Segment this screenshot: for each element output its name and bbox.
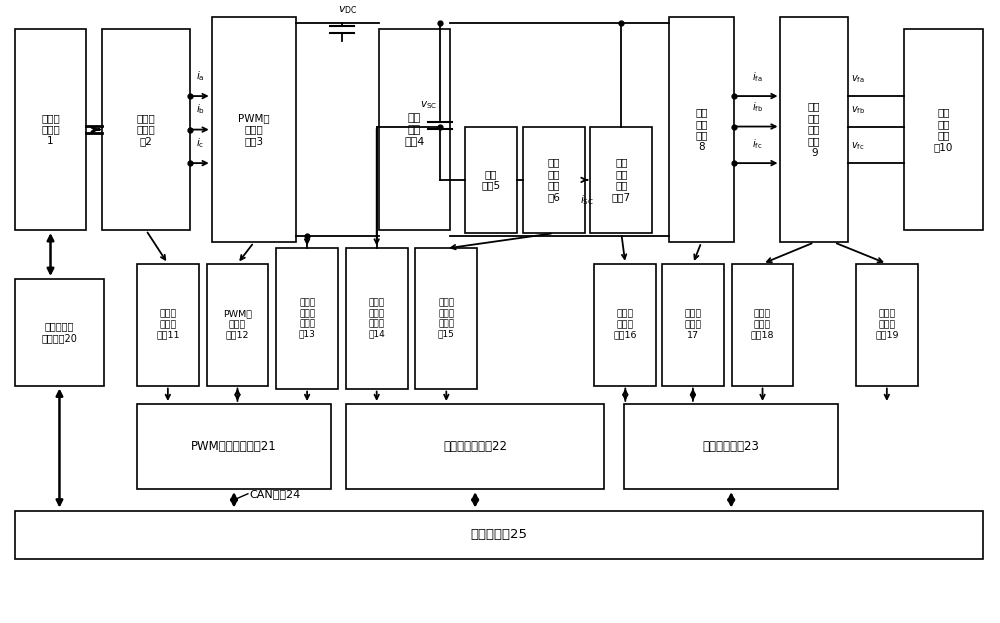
Bar [856,264,918,386]
Text: $i_{\rm b}$: $i_{\rm b}$ [196,102,205,116]
Bar [212,17,296,242]
Text: 直流
滤波
电容4: 直流 滤波 电容4 [404,113,425,146]
Text: $v_{\rm fa}$: $v_{\rm fa}$ [851,74,865,85]
Text: 微型燃气轮
机控制器20: 微型燃气轮 机控制器20 [42,321,77,343]
Text: 天然
气电
站电
网10: 天然 气电 站电 网10 [934,107,953,152]
Text: 直流
变换
滤波
器6: 直流 变换 滤波 器6 [547,158,560,202]
Bar [523,126,585,233]
Text: 直流变
换驱动
电路16: 直流变 换驱动 电路16 [614,310,637,340]
Text: $v_{\rm fb}$: $v_{\rm fb}$ [851,104,865,116]
Text: 永磁同
步发电
机2: 永磁同 步发电 机2 [137,113,155,146]
Text: 逆变器控制器23: 逆变器控制器23 [703,440,760,453]
Text: 定子电
流检测
模块11: 定子电 流检测 模块11 [156,310,180,340]
Text: 直流母
线电压
检测模
块13: 直流母 线电压 检测模 块13 [299,298,316,339]
Text: CAN总线24: CAN总线24 [249,489,300,499]
Bar [15,510,983,559]
Text: $v_{\rm SC}$: $v_{\rm SC}$ [420,100,437,112]
Bar [669,17,734,242]
Text: $i_{\rm fc}$: $i_{\rm fc}$ [752,137,762,151]
Text: $i_{\rm fa}$: $i_{\rm fa}$ [752,70,762,84]
Text: $v_{\rm DC}$: $v_{\rm DC}$ [338,4,357,16]
Text: 逆变
开关
模块
8: 逆变 开关 模块 8 [695,107,708,152]
Bar [624,404,838,489]
Text: 直流
变换
开关
模块7: 直流 变换 开关 模块7 [612,158,631,202]
Text: $i_{\rm fb}$: $i_{\rm fb}$ [752,100,763,115]
Bar [15,279,104,386]
Bar [780,17,848,242]
Text: 超级电
容电流
检测模
块15: 超级电 容电流 检测模 块15 [438,298,455,339]
Bar [137,264,199,386]
Text: 超级电
容电压
检测模
块14: 超级电 容电压 检测模 块14 [368,298,385,339]
Bar [137,404,331,489]
Bar [904,29,983,230]
Bar [102,29,190,230]
Bar [346,404,604,489]
Text: 逆变
器输
出滤
波器
9: 逆变 器输 出滤 波器 9 [808,102,820,158]
Text: $i_{\rm c}$: $i_{\rm c}$ [196,136,205,150]
Text: 输出电
压检测
模块19: 输出电 压检测 模块19 [875,310,899,340]
Bar [346,249,408,389]
Bar [15,29,86,230]
Bar [379,29,450,230]
Text: 负载电
流检测
模块18: 负载电 流检测 模块18 [751,310,774,340]
Text: PWM整流器控制器21: PWM整流器控制器21 [191,440,277,453]
Text: 超级
电容5: 超级 电容5 [481,169,501,191]
Bar [415,249,477,389]
Bar [276,249,338,389]
Bar [662,264,724,386]
Text: PWM整
流驱动
电路12: PWM整 流驱动 电路12 [223,310,252,340]
Text: $v_{\rm fc}$: $v_{\rm fc}$ [851,140,865,152]
Text: 微型燃
气轮机
1: 微型燃 气轮机 1 [41,113,60,146]
Bar [594,264,656,386]
Text: 中央控制器25: 中央控制器25 [471,528,528,541]
Bar [732,264,793,386]
Bar [207,264,268,386]
Text: PWM整
流开关
模块3: PWM整 流开关 模块3 [238,113,270,146]
Text: $i_{\rm a}$: $i_{\rm a}$ [196,69,205,83]
Text: 功率补偿控制器22: 功率补偿控制器22 [443,440,507,453]
Text: $i_{\rm SC}$: $i_{\rm SC}$ [580,193,595,207]
Text: 逆变驱
动电路
17: 逆变驱 动电路 17 [684,310,702,340]
Bar [465,126,517,233]
Bar [590,126,652,233]
